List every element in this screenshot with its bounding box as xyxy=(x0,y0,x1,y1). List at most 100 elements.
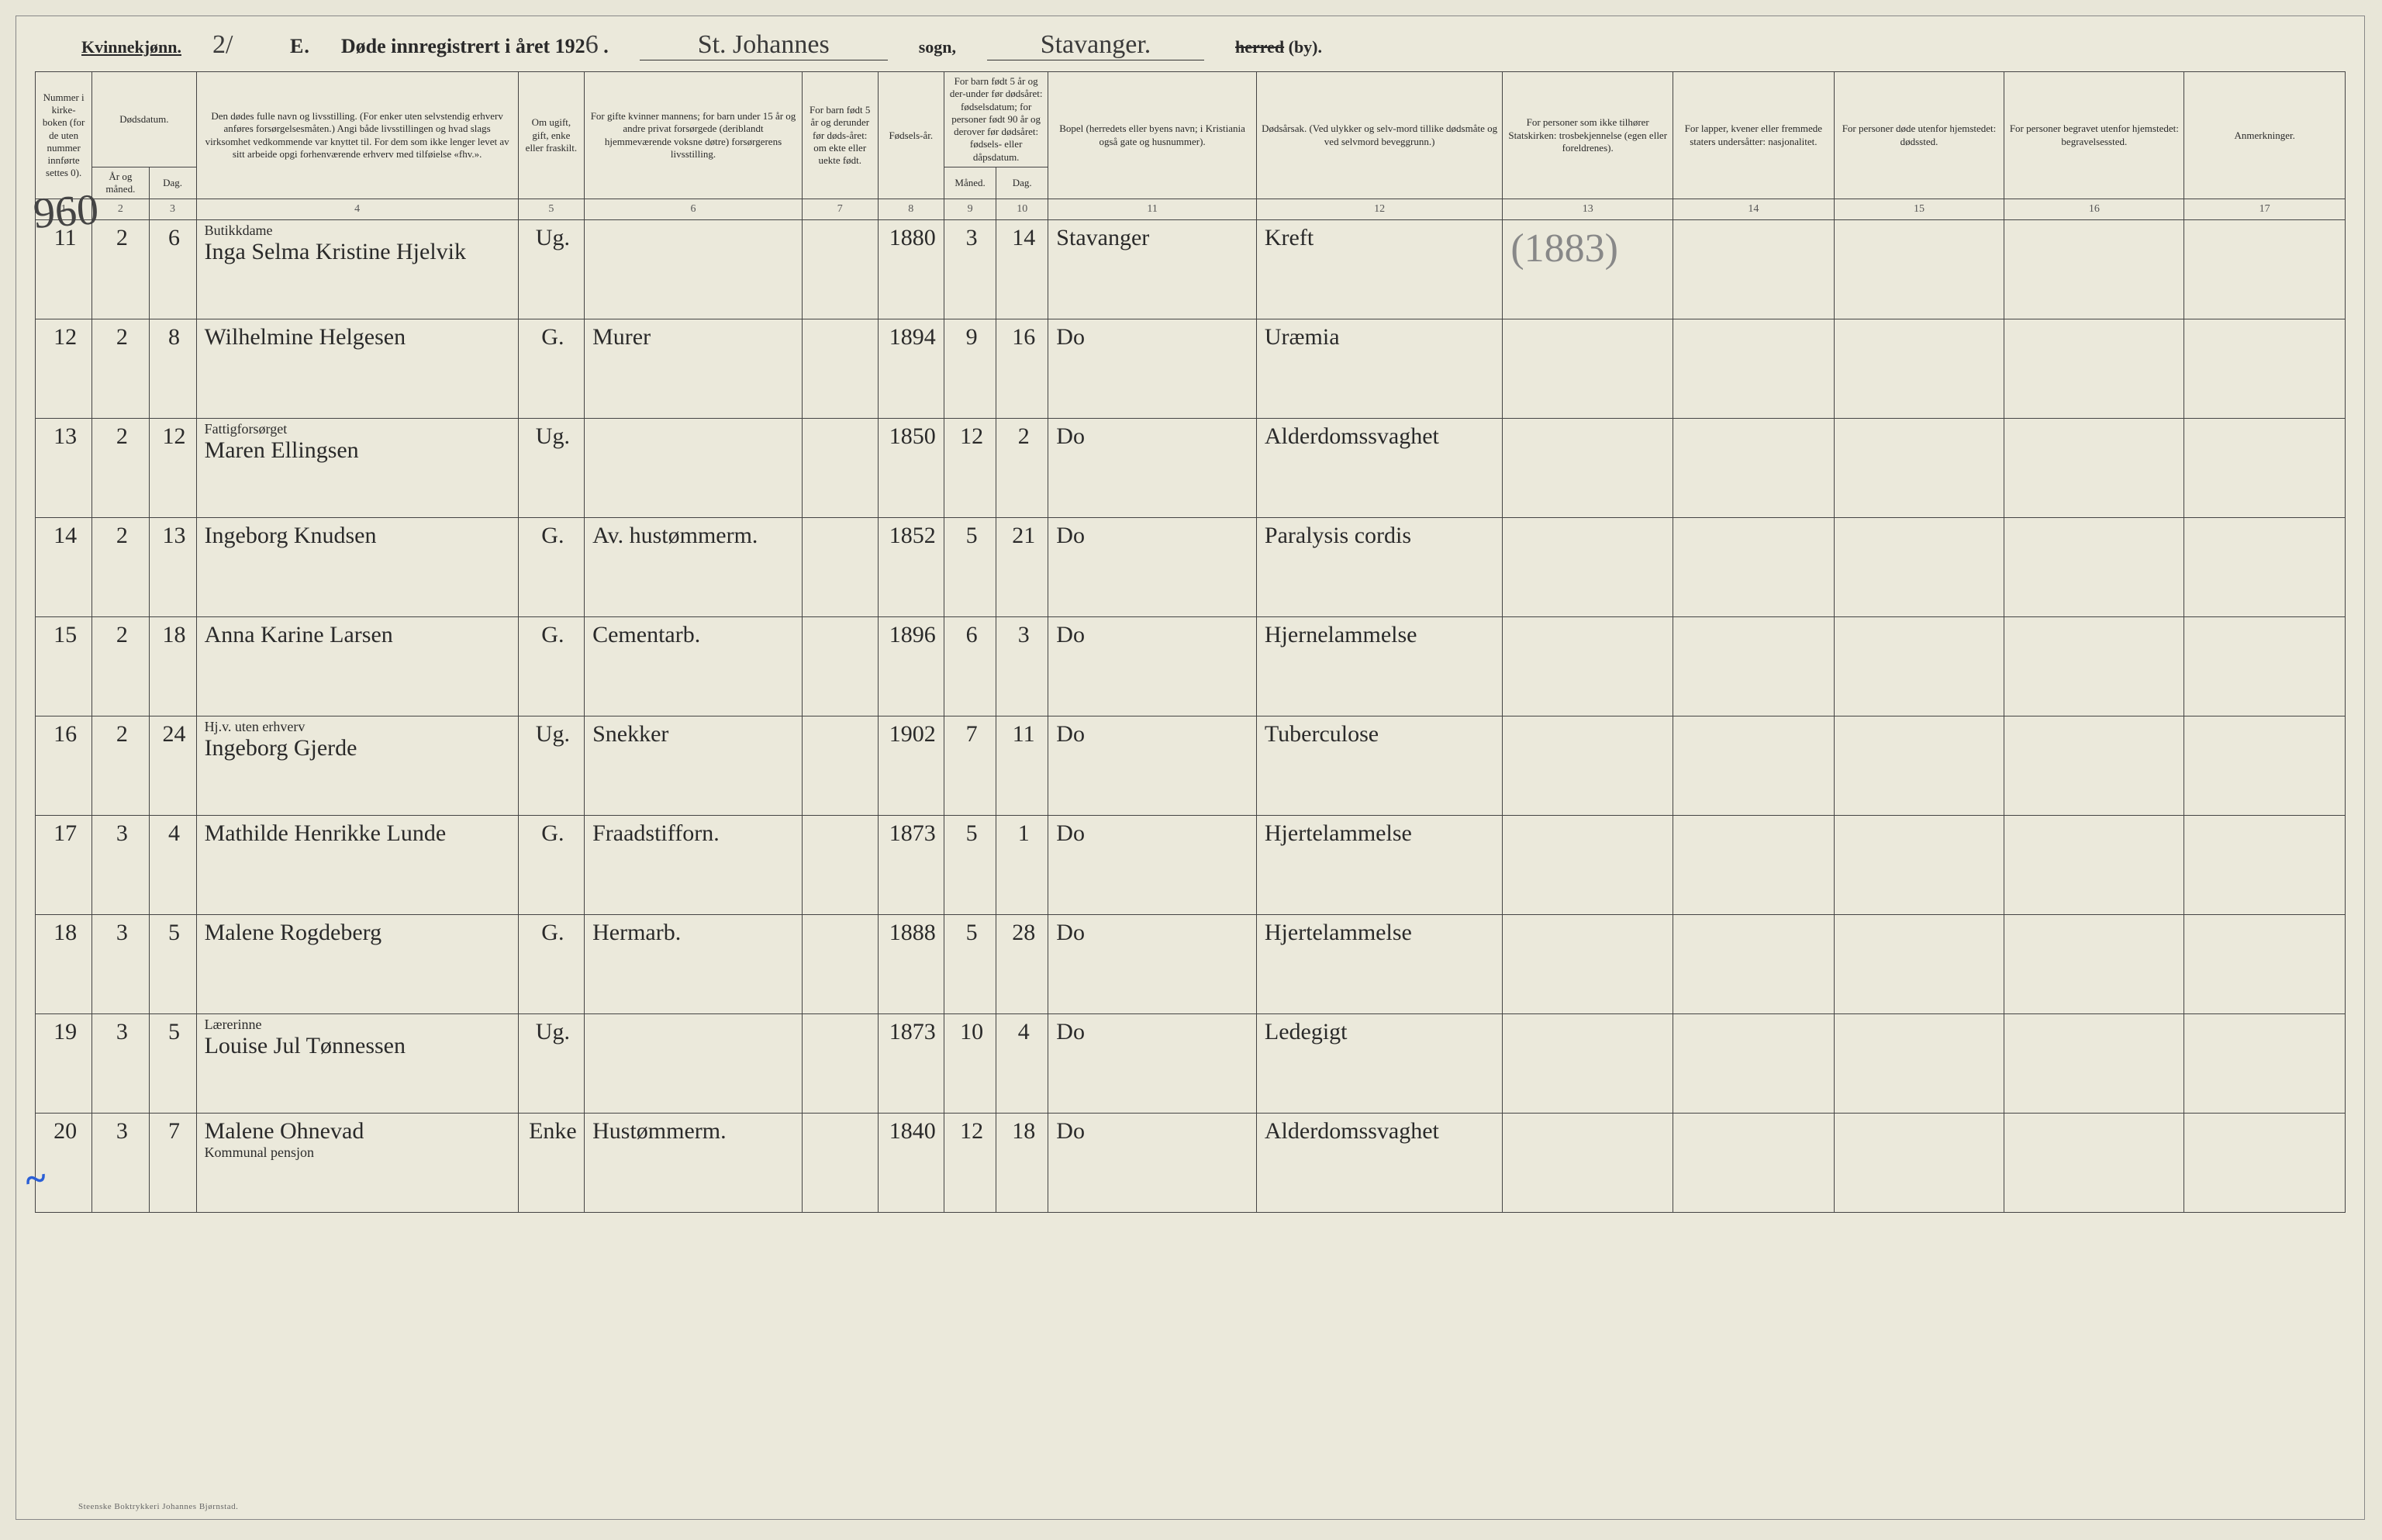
cell-c13 xyxy=(1503,815,1673,914)
cell-c17 xyxy=(2184,716,2346,815)
cell-fd: 21 xyxy=(996,517,1048,616)
col-4-header: Den dødes fulle navn og livsstilling. (F… xyxy=(196,72,518,199)
col-9-header: For barn født 5 år og der-under før døds… xyxy=(944,72,1048,167)
cell-c17 xyxy=(2184,616,2346,716)
cell-dag: 7 xyxy=(149,1113,196,1212)
col-9-d: Dag. xyxy=(996,167,1048,199)
district-name: Stavanger. xyxy=(987,30,1204,60)
cell-c17 xyxy=(2184,319,2346,418)
cell-fm: 10 xyxy=(944,1013,996,1113)
cell-faar: 1888 xyxy=(878,914,944,1013)
cell-c13: (1883) xyxy=(1503,219,1673,319)
cell-status: Ug. xyxy=(518,1013,584,1113)
cell-name: FattigforsørgetMaren Ellingsen xyxy=(196,418,518,517)
cell-dag: 5 xyxy=(149,1013,196,1113)
cell-num: 18 xyxy=(36,914,92,1013)
colnum: 5 xyxy=(518,199,584,220)
cell-c15 xyxy=(1834,1013,2004,1113)
cell-c13 xyxy=(1503,319,1673,418)
cell-faar: 1873 xyxy=(878,1013,944,1113)
cell-mann xyxy=(585,1013,803,1113)
cell-name: LærerinneLouise Jul Tønnessen xyxy=(196,1013,518,1113)
cell-faar: 1894 xyxy=(878,319,944,418)
person-name: Malene Rogdeberg xyxy=(205,920,382,945)
cell-bopel: Do xyxy=(1048,517,1257,616)
cell-c13 xyxy=(1503,914,1673,1013)
cell-ekte xyxy=(802,1113,878,1212)
cell-c17 xyxy=(2184,1013,2346,1113)
table-row: 15218Anna Karine LarsenG.Cementarb.18966… xyxy=(36,616,2346,716)
cell-status: G. xyxy=(518,616,584,716)
person-name: Anna Karine Larsen xyxy=(205,622,393,647)
cell-dag: 18 xyxy=(149,616,196,716)
cell-ar: 3 xyxy=(92,815,149,914)
cell-c16 xyxy=(2004,219,2184,319)
cell-ekte xyxy=(802,319,878,418)
colnum: 4 xyxy=(196,199,518,220)
colnum: 6 xyxy=(585,199,803,220)
cell-c13 xyxy=(1503,716,1673,815)
col-11-header: Bopel (herredets eller byens navn; i Kri… xyxy=(1048,72,1257,199)
cell-faar: 1852 xyxy=(878,517,944,616)
header-row: Kvinnekjønn. 2/ E. Døde innregistrert i … xyxy=(35,30,2346,60)
herred-strike: herred xyxy=(1235,37,1284,57)
cell-c17 xyxy=(2184,914,2346,1013)
cell-c17 xyxy=(2184,219,2346,319)
col-16-header: For personer begravet utenfor hjemstedet… xyxy=(2004,72,2184,199)
register-page: Kvinnekjønn. 2/ E. Døde innregistrert i … xyxy=(16,16,2365,1520)
cell-faar: 1850 xyxy=(878,418,944,517)
cell-ar: 2 xyxy=(92,517,149,616)
cell-ar: 2 xyxy=(92,418,149,517)
cell-c16 xyxy=(2004,815,2184,914)
col-17-header: Anmerkninger. xyxy=(2184,72,2346,199)
cell-dag: 12 xyxy=(149,418,196,517)
parish-name: St. Johannes xyxy=(640,30,888,60)
cell-c16 xyxy=(2004,319,2184,418)
cell-dag: 6 xyxy=(149,219,196,319)
cell-name: Mathilde Henrikke Lunde xyxy=(196,815,518,914)
cell-c16 xyxy=(2004,716,2184,815)
cell-mann: Fraadstifforn. xyxy=(585,815,803,914)
colnum: 16 xyxy=(2004,199,2184,220)
colnum: 13 xyxy=(1503,199,1673,220)
cell-num: 19 xyxy=(36,1013,92,1113)
cell-faar: 1902 xyxy=(878,716,944,815)
col-8-header: Fødsels-år. xyxy=(878,72,944,199)
cell-c16 xyxy=(2004,616,2184,716)
table-body: 1126ButikkdameInga Selma Kristine Hjelvi… xyxy=(36,219,2346,1212)
col-9-m: Måned. xyxy=(944,167,996,199)
cell-c14 xyxy=(1673,616,1835,716)
cell-c15 xyxy=(1834,219,2004,319)
cell-status: G. xyxy=(518,815,584,914)
colnum: 3 xyxy=(149,199,196,220)
cell-fm: 9 xyxy=(944,319,996,418)
cell-mann: Hermarb. xyxy=(585,914,803,1013)
cell-fm: 3 xyxy=(944,219,996,319)
cell-c16 xyxy=(2004,517,2184,616)
cell-bopel: Do xyxy=(1048,1113,1257,1212)
cell-ekte xyxy=(802,1013,878,1113)
cell-num: 13 xyxy=(36,418,92,517)
cell-bopel: Do xyxy=(1048,418,1257,517)
cell-c14 xyxy=(1673,716,1835,815)
col-13-header: For personer som ikke tilhører Statskirk… xyxy=(1503,72,1673,199)
cell-c16 xyxy=(2004,1113,2184,1212)
cell-cause: Alderdomssvaghet xyxy=(1256,1113,1502,1212)
table-row: 2037Malene OhnevadKommunal pensjonEnkeHu… xyxy=(36,1113,2346,1212)
cell-status: Ug. xyxy=(518,418,584,517)
cell-ekte xyxy=(802,716,878,815)
colnum: 8 xyxy=(878,199,944,220)
cell-faar: 1896 xyxy=(878,616,944,716)
colnum: 9 xyxy=(944,199,996,220)
person-name: Louise Jul Tønnessen xyxy=(205,1033,406,1058)
cell-c14 xyxy=(1673,914,1835,1013)
cell-status: G. xyxy=(518,914,584,1013)
by-label: (by). xyxy=(1289,37,1322,57)
cell-fd: 3 xyxy=(996,616,1048,716)
cell-c15 xyxy=(1834,914,2004,1013)
cell-fm: 7 xyxy=(944,716,996,815)
cell-fd: 16 xyxy=(996,319,1048,418)
cell-c16 xyxy=(2004,1013,2184,1113)
cell-bopel: Stavanger xyxy=(1048,219,1257,319)
cell-ekte xyxy=(802,219,878,319)
